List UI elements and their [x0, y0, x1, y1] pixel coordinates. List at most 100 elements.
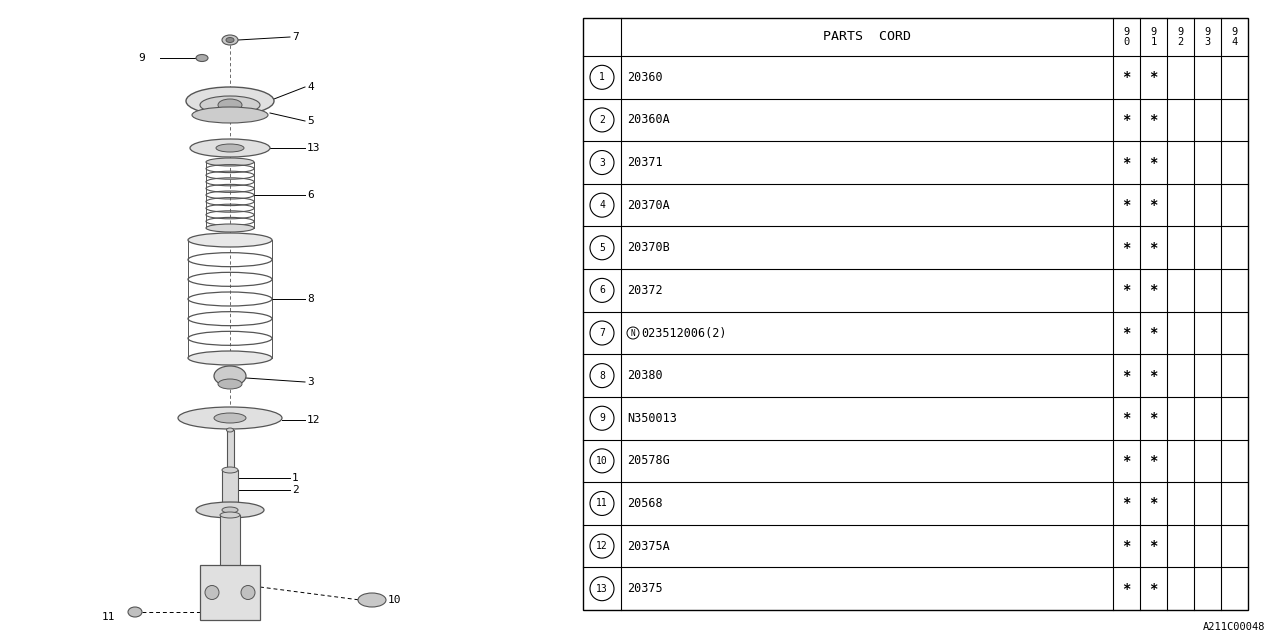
Text: *: *: [1149, 156, 1157, 170]
Ellipse shape: [221, 507, 238, 513]
Ellipse shape: [227, 38, 234, 42]
Ellipse shape: [221, 467, 238, 473]
Text: *: *: [1123, 539, 1130, 553]
Text: 9
2: 9 2: [1178, 27, 1184, 47]
Text: *: *: [1149, 326, 1157, 340]
Text: 9
3: 9 3: [1204, 27, 1211, 47]
Text: 4: 4: [599, 200, 605, 210]
Text: N350013: N350013: [627, 412, 677, 425]
Text: 2: 2: [599, 115, 605, 125]
Ellipse shape: [206, 158, 253, 166]
Bar: [200, 565, 260, 620]
Ellipse shape: [214, 413, 246, 423]
Bar: [582, 18, 1248, 610]
Bar: [221, 470, 238, 510]
Text: 3: 3: [307, 377, 314, 387]
Text: 9: 9: [138, 53, 145, 63]
Bar: [220, 515, 241, 570]
Text: 11: 11: [101, 612, 115, 622]
Ellipse shape: [196, 502, 264, 518]
Text: 7: 7: [599, 328, 605, 338]
Text: A211C00048: A211C00048: [1202, 622, 1265, 632]
Ellipse shape: [221, 35, 238, 45]
Text: 20375A: 20375A: [627, 540, 669, 552]
Text: 4: 4: [307, 82, 314, 92]
Ellipse shape: [206, 224, 253, 232]
Text: 13: 13: [307, 143, 320, 153]
Text: *: *: [1123, 454, 1130, 468]
Text: *: *: [1123, 497, 1130, 511]
Text: 12: 12: [596, 541, 608, 551]
Text: 8: 8: [599, 371, 605, 381]
Ellipse shape: [128, 607, 142, 617]
Text: 9
0: 9 0: [1124, 27, 1130, 47]
Ellipse shape: [178, 407, 282, 429]
Text: 8: 8: [307, 294, 314, 304]
Text: *: *: [1123, 284, 1130, 298]
Text: 20360: 20360: [627, 71, 663, 84]
Text: *: *: [1149, 497, 1157, 511]
Text: 1: 1: [292, 473, 298, 483]
Text: *: *: [1149, 198, 1157, 212]
Text: *: *: [1149, 412, 1157, 425]
Text: 20360A: 20360A: [627, 113, 669, 127]
Text: 5: 5: [599, 243, 605, 253]
Ellipse shape: [188, 351, 273, 365]
Text: *: *: [1123, 198, 1130, 212]
Text: 2: 2: [292, 485, 298, 495]
Ellipse shape: [216, 144, 244, 152]
Text: 12: 12: [307, 415, 320, 425]
Text: *: *: [1149, 113, 1157, 127]
Ellipse shape: [227, 428, 233, 432]
Text: 9
4: 9 4: [1231, 27, 1238, 47]
Text: *: *: [1123, 582, 1130, 596]
Text: *: *: [1149, 284, 1157, 298]
Text: *: *: [1123, 369, 1130, 383]
Text: N: N: [631, 328, 635, 337]
Text: 023512006(2): 023512006(2): [641, 326, 727, 339]
Text: 7: 7: [292, 32, 298, 42]
Text: 20372: 20372: [627, 284, 663, 297]
Text: 10: 10: [596, 456, 608, 466]
Bar: [227, 430, 233, 470]
Text: 6: 6: [599, 285, 605, 296]
Ellipse shape: [218, 99, 242, 111]
Text: 3: 3: [599, 157, 605, 168]
Text: *: *: [1149, 70, 1157, 84]
Text: 20370B: 20370B: [627, 241, 669, 254]
Ellipse shape: [188, 233, 273, 247]
Text: 1: 1: [599, 72, 605, 83]
Text: *: *: [1149, 454, 1157, 468]
Ellipse shape: [220, 567, 241, 573]
Text: 10: 10: [388, 595, 402, 605]
Text: 6: 6: [307, 190, 314, 200]
Ellipse shape: [189, 139, 270, 157]
Text: 20371: 20371: [627, 156, 663, 169]
Ellipse shape: [186, 87, 274, 115]
Text: *: *: [1123, 326, 1130, 340]
Text: 20370A: 20370A: [627, 198, 669, 212]
Text: *: *: [1123, 241, 1130, 255]
Ellipse shape: [192, 107, 268, 123]
Ellipse shape: [214, 366, 246, 386]
Ellipse shape: [221, 507, 238, 513]
Text: *: *: [1123, 412, 1130, 425]
Text: 20380: 20380: [627, 369, 663, 382]
Text: *: *: [1123, 70, 1130, 84]
Ellipse shape: [241, 586, 255, 600]
Ellipse shape: [196, 54, 207, 61]
Text: *: *: [1149, 582, 1157, 596]
Text: 9
1: 9 1: [1151, 27, 1157, 47]
Text: *: *: [1149, 241, 1157, 255]
Text: 20578G: 20578G: [627, 454, 669, 467]
Text: *: *: [1123, 156, 1130, 170]
Text: *: *: [1149, 369, 1157, 383]
Ellipse shape: [358, 593, 387, 607]
Text: 9: 9: [599, 413, 605, 423]
Text: 20568: 20568: [627, 497, 663, 510]
Ellipse shape: [205, 586, 219, 600]
Ellipse shape: [200, 96, 260, 114]
Text: 11: 11: [596, 499, 608, 508]
Ellipse shape: [218, 379, 242, 389]
Text: 13: 13: [596, 584, 608, 594]
